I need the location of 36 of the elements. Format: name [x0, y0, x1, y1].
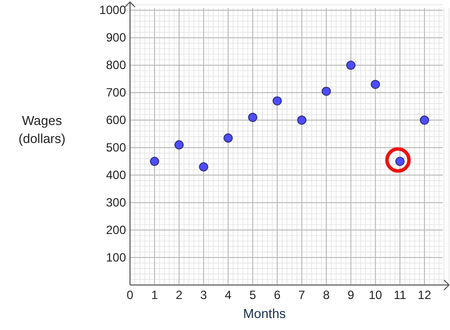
- x-tick-label: 11: [394, 288, 406, 302]
- point: [420, 116, 430, 125]
- y-tick-label: 900: [106, 30, 126, 45]
- y-tick-label: 100: [106, 250, 126, 265]
- x-tick-label: 9: [348, 288, 354, 302]
- point: [248, 112, 258, 122]
- x-tick-label: 2: [176, 288, 183, 302]
- point: [199, 162, 208, 172]
- y-tick-label: 400: [106, 168, 126, 182]
- point: [272, 96, 282, 106]
- x-tick-label: 8: [322, 288, 330, 302]
- point: [174, 140, 184, 150]
- point: [346, 60, 356, 70]
- x-tick-label: 7: [298, 288, 306, 302]
- y-tick-label: 300: [106, 196, 126, 210]
- y-tick-label: 500: [106, 140, 126, 155]
- point: [322, 86, 331, 96]
- x-axis-title: Months: [243, 306, 286, 321]
- y-axis-title: Wages (dollars): [18, 113, 66, 146]
- y-tick-label: 700: [106, 86, 126, 100]
- point: [370, 80, 380, 90]
- y-tick-label: 600: [106, 113, 126, 128]
- y-tick-label: 200: [106, 223, 126, 238]
- x-tick-label: 1: [151, 288, 158, 302]
- y-tick-label: 1000: [99, 3, 126, 18]
- x-tick-label: 0: [126, 288, 134, 302]
- x-tick-label: 5: [249, 288, 256, 302]
- point: [224, 133, 233, 143]
- x-tick-label: 3: [200, 288, 208, 302]
- point: [150, 156, 160, 166]
- x-tick-label: 4: [224, 288, 232, 302]
- x-tick-label: 12: [418, 288, 432, 302]
- x-tick-label: 6: [274, 288, 281, 302]
- point: [297, 116, 306, 125]
- y-tick-label: 800: [106, 58, 126, 72]
- x-tick-label: 10: [368, 288, 382, 302]
